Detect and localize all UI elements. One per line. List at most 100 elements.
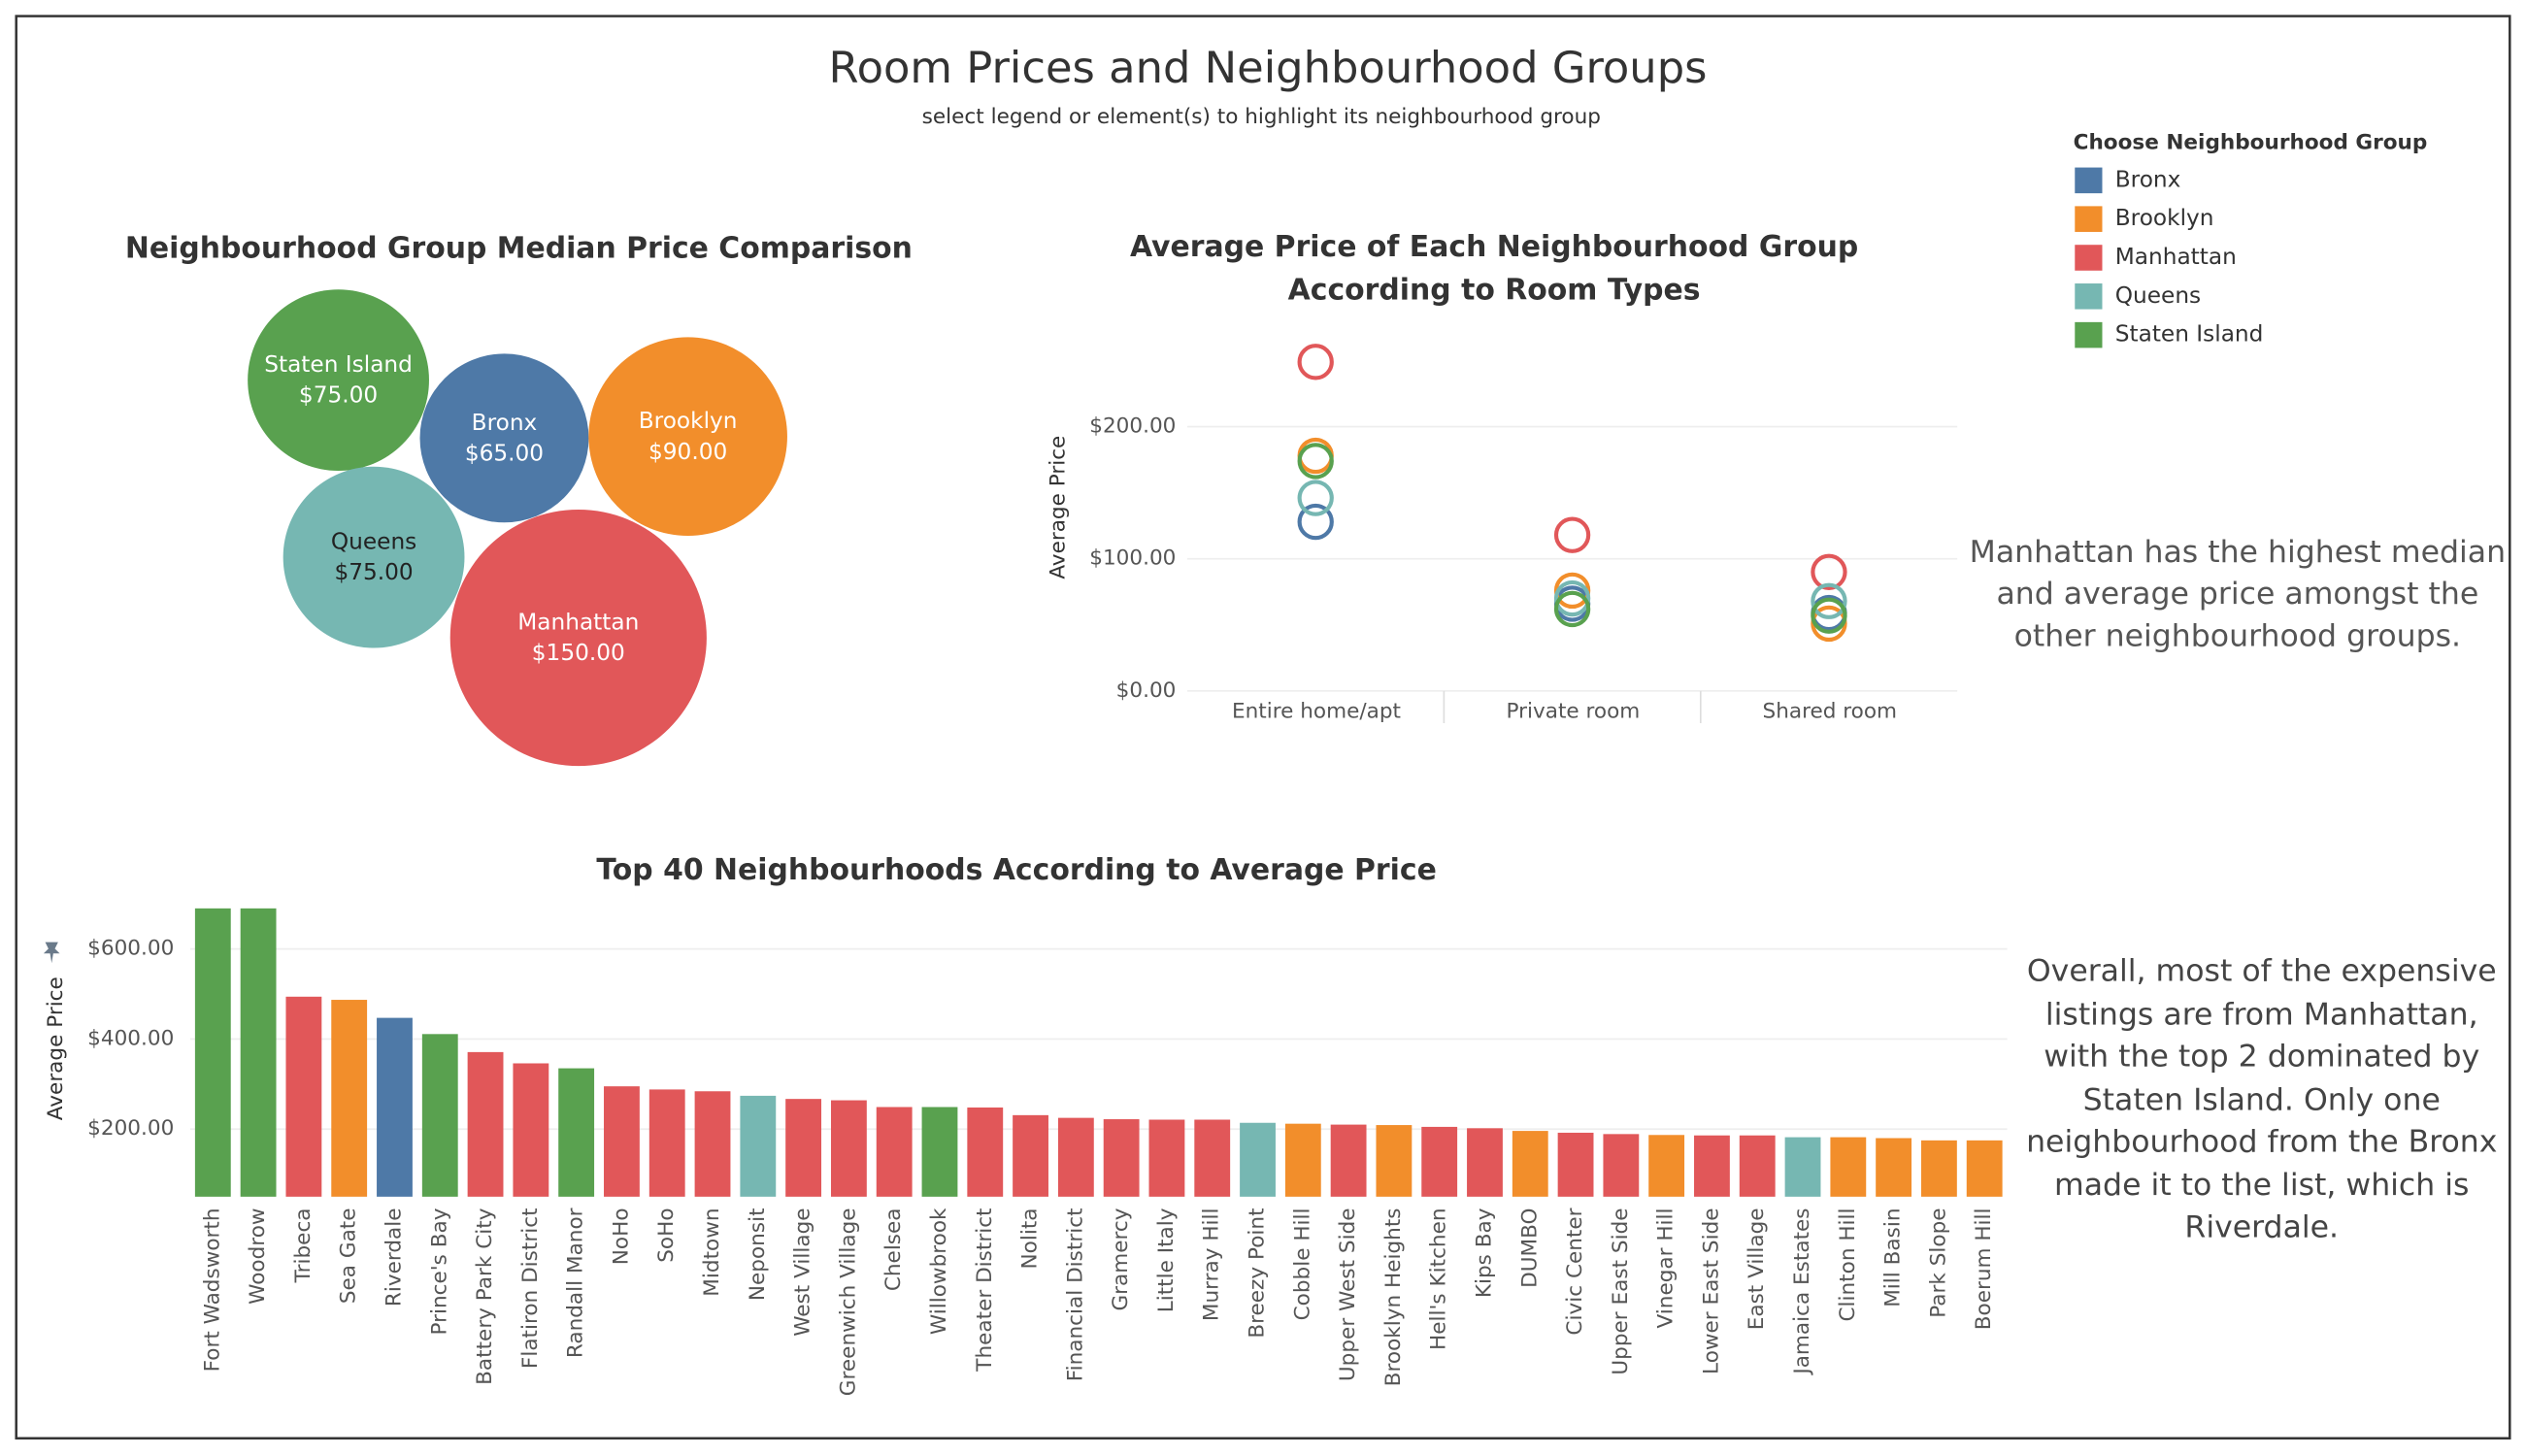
bar	[1739, 1135, 1776, 1197]
scatter-point	[1297, 443, 1334, 480]
bubble-label: Bronx	[472, 410, 538, 436]
bar	[1421, 1126, 1458, 1197]
bar	[785, 1099, 822, 1197]
x-tick-label: Mill Basin	[1881, 1208, 1906, 1307]
bar	[1966, 1140, 2003, 1197]
bar	[876, 1107, 913, 1197]
bar	[1830, 1137, 1867, 1197]
bar	[377, 1017, 413, 1197]
bar	[467, 1051, 504, 1197]
bar	[1057, 1117, 1094, 1197]
y-tick-label: $400.00	[87, 1026, 174, 1050]
bar	[830, 1100, 867, 1197]
bubble-value: $65.00	[465, 440, 544, 466]
bar	[558, 1068, 595, 1197]
x-tick-label: East Village	[1745, 1208, 1769, 1330]
x-tick-label: Private room	[1507, 699, 1641, 723]
bar	[1194, 1119, 1231, 1197]
x-tick-label: Prince's Bay	[427, 1208, 451, 1335]
x-tick-label: Randall Manor	[564, 1208, 588, 1358]
x-tick-label: Breezy Point	[1246, 1208, 1270, 1338]
bar	[1376, 1125, 1413, 1197]
bar	[240, 908, 277, 1197]
bubble-label: Staten Island	[264, 351, 413, 378]
y-tick-label: $0.00	[1116, 678, 1177, 703]
bar	[1467, 1128, 1503, 1197]
x-tick-label: Clinton Hill	[1836, 1208, 1860, 1321]
bar	[1330, 1124, 1367, 1197]
scatter-point	[1553, 579, 1591, 617]
y-axis-label: Average Price	[44, 976, 68, 1120]
annotation-box: Manhattan has the highest median and ave…	[1969, 534, 2507, 654]
scatter-point	[1297, 344, 1334, 381]
bubble	[449, 509, 707, 767]
x-tick-label: Willowbrook	[927, 1208, 951, 1335]
legend-swatch	[2075, 245, 2103, 271]
bubble	[588, 337, 787, 536]
x-tick-label: Upper West Side	[1336, 1208, 1360, 1381]
x-tick-label: Nolita	[1018, 1208, 1043, 1269]
bar	[1920, 1140, 1957, 1197]
bubble-value: $150.00	[532, 640, 625, 666]
x-tick-label: Park Slope	[1926, 1208, 1950, 1317]
bar	[1013, 1114, 1048, 1197]
legend-swatch	[2075, 283, 2103, 310]
bar	[1103, 1119, 1140, 1197]
annotation: Manhattan has the highest median and ave…	[1969, 534, 2507, 654]
bar	[967, 1107, 1004, 1197]
x-tick-label: Greenwich Village	[836, 1208, 860, 1396]
y-tick-label: $600.00	[87, 937, 174, 961]
bar	[1284, 1123, 1321, 1197]
bar	[1512, 1131, 1548, 1197]
y-axis-label: Average Price	[1046, 436, 1070, 579]
bubble-value: $75.00	[299, 382, 378, 409]
bar	[1694, 1135, 1730, 1197]
x-tick-label: Battery Park City	[473, 1208, 497, 1385]
x-tick-label: SoHo	[654, 1208, 679, 1262]
x-tick-label: Gramercy	[1109, 1208, 1133, 1310]
bar	[1876, 1138, 1912, 1197]
x-tick-label: Lower East Side	[1699, 1208, 1723, 1373]
bar	[921, 1107, 958, 1197]
x-tick-label: West Village	[791, 1208, 815, 1336]
bar	[1148, 1119, 1185, 1197]
bubble-label: Manhattan	[517, 610, 639, 636]
scatter-point	[1811, 582, 1847, 619]
y-tick-label: $200.00	[1089, 414, 1176, 439]
scatter-point	[1811, 597, 1847, 634]
scatter-point	[1553, 516, 1591, 553]
bubble-value: $75.00	[334, 559, 413, 585]
bar	[1603, 1134, 1640, 1197]
scatter-point	[1297, 480, 1334, 516]
x-tick-label: Woodrow	[246, 1208, 270, 1304]
x-tick-label: Cobble Hill	[1290, 1208, 1314, 1320]
legend-swatch	[2075, 321, 2103, 348]
x-tick-label: Tribeca	[291, 1208, 316, 1283]
title: Room Prices and Neighbourhood Groups	[828, 42, 1707, 93]
x-tick-label: Theater District	[973, 1208, 997, 1372]
frame	[15, 15, 2511, 1439]
x-tick-label: Vinegar Hill	[1654, 1208, 1678, 1328]
scatter-point	[1811, 553, 1847, 590]
bubble-value: $90.00	[648, 439, 727, 465]
bubble	[419, 353, 589, 523]
bar	[421, 1034, 458, 1197]
bar	[513, 1063, 549, 1197]
bar	[1784, 1137, 1821, 1197]
x-tick-label: DUMBO	[1517, 1208, 1542, 1287]
x-tick-label: Midtown	[700, 1208, 724, 1296]
scatter-point	[1297, 503, 1334, 541]
legend-label: Bronx	[2115, 166, 2181, 192]
bar	[331, 1000, 368, 1197]
bar	[1557, 1132, 1594, 1197]
x-tick-label: Financial District	[1063, 1208, 1087, 1381]
x-tick-label: Upper East Side	[1609, 1208, 1633, 1374]
y-tick-label: $200.00	[87, 1116, 174, 1141]
chart-title: Average Price of Each Neighbourhood Grou…	[1129, 230, 1859, 308]
x-tick-label: Kips Bay	[1472, 1208, 1496, 1298]
legend-label: Queens	[2115, 282, 2201, 309]
chart-title: Top 40 Neighbourhoods According to Avera…	[596, 853, 1436, 887]
legend-swatch	[2075, 206, 2103, 232]
bar	[194, 908, 231, 1197]
